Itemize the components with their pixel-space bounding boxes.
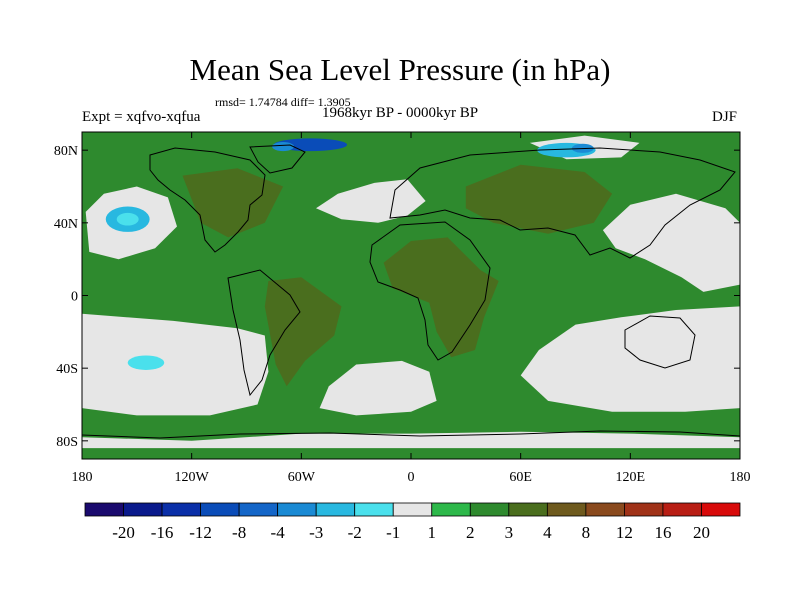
colorbar-label: -3 (309, 523, 323, 542)
colorbar-label: -4 (271, 523, 286, 542)
experiment-label: Expt = xqfvo-xqfua (82, 109, 201, 125)
colorbar-swatch (123, 502, 163, 517)
lon-tick-label: 0 (408, 470, 415, 485)
coastline-antarctica (82, 430, 740, 439)
colorbar-label: -8 (232, 523, 246, 542)
colorbar-swatch (585, 502, 625, 517)
colorbar-swatch (277, 502, 317, 517)
colorbar-label: 4 (543, 523, 552, 542)
statistics-label: rmsd= 1.74784 diff= 1.3905 (215, 95, 351, 109)
lat-tick-label: 80S (56, 435, 78, 450)
season-label: DJF (712, 109, 738, 125)
colorbar-swatch (161, 502, 201, 517)
region-north-pacific-low-core (116, 212, 139, 226)
lon-tick-label: 120E (616, 470, 646, 485)
colorbar-label: 1 (428, 523, 437, 542)
region-greenland-low-edge (272, 141, 295, 152)
region-africa-dark (383, 237, 499, 358)
lon-tick-label: 180 (730, 470, 751, 485)
region-south-america-dark (264, 277, 342, 387)
region-south-pacific-neutral (82, 313, 269, 416)
region-west-pacific-neutral (602, 193, 740, 292)
colorbar-swatch (354, 502, 394, 517)
lon-tick-label: 180 (72, 470, 93, 485)
colorbar-swatch (392, 502, 433, 517)
colorbar-label: -2 (348, 523, 362, 542)
colorbar-swatch (546, 502, 587, 517)
lon-tick-label: 60W (288, 470, 316, 485)
coastline-north-america (149, 147, 266, 253)
colorbar-swatch (200, 502, 240, 517)
period-label: 1968kyr BP - 0000kyr BP (322, 105, 479, 121)
lat-tick-label: 40S (56, 362, 78, 377)
colorbar-swatch (662, 502, 702, 517)
coastlines (82, 144, 740, 439)
map-title: Mean Sea Level Pressure (in hPa) (189, 52, 611, 87)
colorbar-label: 16 (654, 523, 671, 542)
colorbar-swatch (431, 502, 471, 517)
region-indian-ocean-neutral (520, 306, 740, 412)
colorbar-label: -20 (112, 523, 135, 542)
colorbar-label: -12 (189, 523, 212, 542)
pressure-anomaly-regions (82, 135, 740, 449)
region-antarctic-neutral (82, 431, 740, 449)
lat-tick-label: 40N (54, 217, 78, 232)
plot-area (82, 132, 740, 459)
lat-tick-label: 80N (54, 144, 78, 159)
region-asia-dark (465, 164, 613, 234)
colorbar-label: -1 (386, 523, 400, 542)
region-south-pacific-low (127, 355, 165, 370)
colorbar-swatch (315, 502, 356, 517)
map-axes: 80N 40N 0 40S 80S 180 120W 60W 0 60E 120E 180 (54, 132, 751, 485)
lon-tick-label: 60E (509, 470, 532, 485)
coastline-greenland (249, 144, 306, 174)
colorbar-label: 12 (616, 523, 633, 542)
lon-tick-label: 120W (175, 470, 210, 485)
colorbar-label: -16 (151, 523, 174, 542)
region-north-atlantic-neutral (316, 179, 426, 223)
colorbar-swatch (701, 502, 741, 517)
region-north-america-dark (182, 168, 284, 238)
colorbar-swatch (84, 502, 124, 517)
region-south-atlantic-neutral (319, 360, 437, 416)
lat-tick-label: 0 (71, 290, 78, 305)
coastline-eurasia (389, 147, 736, 259)
colorbar-label: 2 (466, 523, 475, 542)
colorbar-label: 3 (505, 523, 514, 542)
colorbar-label: 8 (582, 523, 591, 542)
coastline-south-america (227, 269, 301, 397)
coastline-africa (369, 221, 491, 361)
colorbar-label: 20 (693, 523, 710, 542)
colorbar-swatch (469, 502, 510, 517)
colorbar: -20 -16 -12 -8 -4 -3 -2 -1 1 2 3 4 8 12 16 20 (84, 502, 741, 542)
colorbar-swatch (508, 502, 548, 517)
coastline-australia (624, 315, 696, 369)
colorbar-swatch (624, 502, 664, 517)
colorbar-swatch (238, 502, 279, 517)
